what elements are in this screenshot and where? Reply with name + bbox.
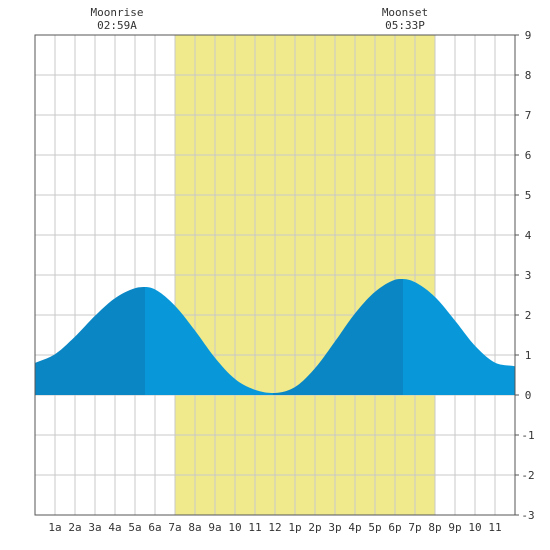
x-tick-label: 3a	[88, 521, 101, 534]
x-tick-label: 6a	[148, 521, 161, 534]
x-tick-label: 4p	[348, 521, 361, 534]
y-tick-label: 4	[525, 229, 532, 242]
x-tick-label: 7a	[168, 521, 181, 534]
y-tick-label: -1	[521, 429, 534, 442]
x-tick-label: 5a	[128, 521, 141, 534]
grid	[35, 35, 515, 515]
y-tick-label: 2	[525, 309, 532, 322]
x-tick-label: 1p	[288, 521, 301, 534]
plot-area	[35, 35, 515, 515]
x-tick-label: 9a	[208, 521, 221, 534]
x-tick-label: 2p	[308, 521, 321, 534]
falling-tide-area	[145, 287, 273, 395]
x-tick-label: 10	[468, 521, 481, 534]
x-tick-label: 11	[248, 521, 261, 534]
x-tick-label: 4a	[108, 521, 121, 534]
x-tick-label: 3p	[328, 521, 341, 534]
x-tick-label: 1a	[48, 521, 61, 534]
moon-labels: Moonrise 02:59A Moonset 05:33P	[91, 6, 429, 32]
tide-area	[35, 278, 515, 395]
x-tick-label: 8a	[188, 521, 201, 534]
x-tick-label: 5p	[368, 521, 381, 534]
moonrise-label: Moonrise	[91, 6, 144, 19]
x-tick-label: 9p	[448, 521, 461, 534]
x-axis: 1a 2a 3a 4a 5a 6a 7a 8a 9a 10 11 12 1p 2p 3p 4p 5p 6p 7p 8p…	[48, 521, 501, 534]
y-tick-label: 9	[525, 29, 532, 42]
y-tick-label: 7	[525, 109, 532, 122]
x-tick-label: 11	[488, 521, 501, 534]
y-tick-label: 6	[525, 149, 532, 162]
x-tick-label: 8p	[428, 521, 441, 534]
y-tick-label: 3	[525, 269, 532, 282]
rising-tide-area	[273, 278, 403, 395]
y-tick-label: -3	[521, 509, 534, 522]
y-tick-label: 1	[525, 349, 532, 362]
falling-tide-area	[403, 279, 515, 395]
y-tick-label: 0	[525, 389, 532, 402]
x-tick-label: 10	[228, 521, 241, 534]
y-tick-label: 8	[525, 69, 532, 82]
y-axis: -3 -2 -1 0 1 2 3 4 5 6 7 8 9	[515, 29, 535, 522]
rising-tide-area	[35, 287, 145, 395]
moonset-label: Moonset	[382, 6, 428, 19]
x-tick-label: 6p	[388, 521, 401, 534]
y-tick-label: 5	[525, 189, 532, 202]
y-tick-label: -2	[521, 469, 534, 482]
moonset-time: 05:33P	[385, 19, 425, 32]
x-tick-label: 12	[268, 521, 281, 534]
moonrise-time: 02:59A	[97, 19, 137, 32]
x-tick-label: 2a	[68, 521, 81, 534]
x-tick-label: 7p	[408, 521, 421, 534]
